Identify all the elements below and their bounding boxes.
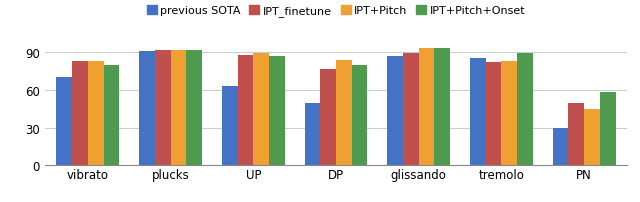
Bar	[553, 128, 568, 166]
Bar	[88, 62, 104, 166]
Bar	[305, 103, 320, 166]
Bar	[486, 63, 502, 166]
Bar	[435, 49, 450, 166]
Bar	[222, 87, 237, 166]
Bar	[584, 109, 600, 166]
Bar	[320, 69, 336, 166]
Bar	[419, 49, 435, 166]
Bar	[155, 50, 170, 166]
Bar	[502, 62, 517, 166]
Bar	[568, 103, 584, 166]
Bar	[170, 50, 186, 166]
Bar	[253, 54, 269, 166]
Bar	[352, 65, 367, 166]
Bar	[139, 52, 155, 166]
Bar	[104, 65, 119, 166]
Legend: previous SOTA, IPT_finetune, IPT+Pitch, IPT+Pitch+Onset: previous SOTA, IPT_finetune, IPT+Pitch, …	[147, 6, 525, 17]
Bar	[600, 93, 616, 166]
Bar	[403, 54, 419, 166]
Bar	[186, 50, 202, 166]
Bar	[269, 57, 285, 166]
Bar	[336, 60, 352, 166]
Bar	[56, 78, 72, 166]
Bar	[517, 54, 533, 166]
Bar	[237, 55, 253, 166]
Bar	[387, 57, 403, 166]
Bar	[72, 62, 88, 166]
Bar	[470, 59, 486, 166]
